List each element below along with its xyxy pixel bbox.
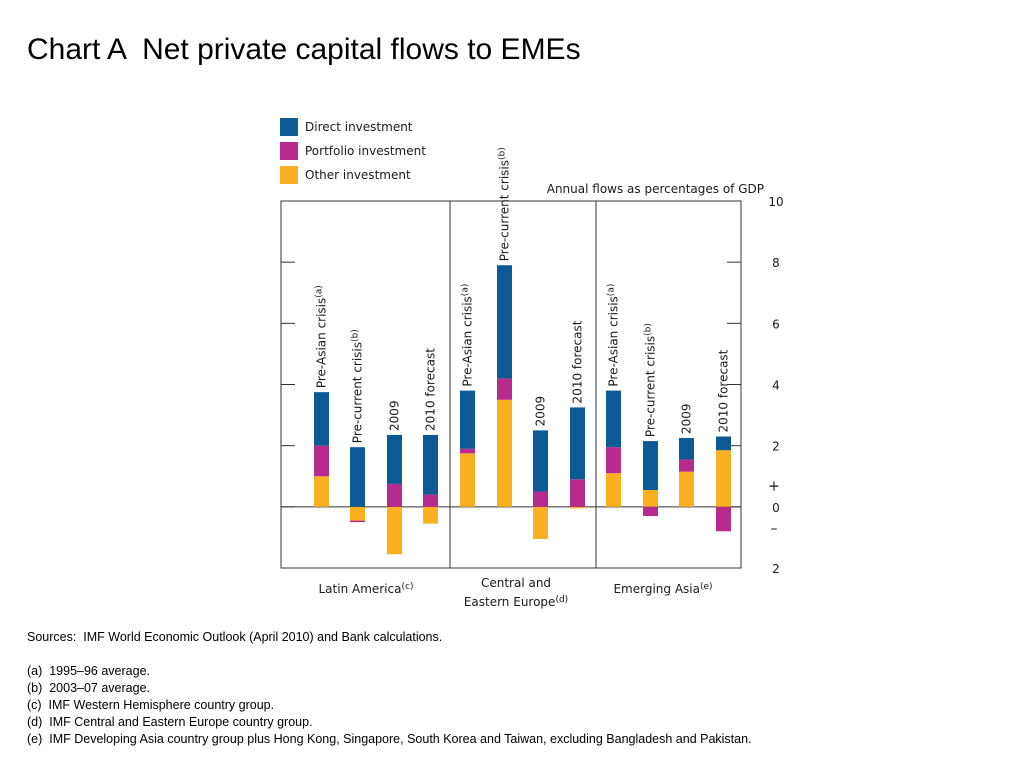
- bar-portfolio-investment: [570, 479, 585, 507]
- y-tick-label: 8: [772, 256, 780, 270]
- bar-other-investment: [497, 399, 512, 507]
- sources-note: Sources: IMF World Economic Outlook (Apr…: [27, 630, 443, 644]
- y-tick-label: 2: [772, 562, 780, 576]
- category-label-superscript: (a): [315, 285, 325, 298]
- group-label-superscript: (c): [402, 582, 414, 592]
- bar-portfolio-investment: [679, 459, 694, 472]
- category-label-superscript: (a): [607, 284, 617, 297]
- bar-other-investment: [423, 506, 438, 524]
- bar-other-investment: [314, 476, 329, 507]
- category-label: Pre-current crisis(b): [498, 147, 512, 261]
- y-tick-label: 0: [772, 501, 780, 515]
- group-label: Emerging Asia(e): [613, 582, 712, 596]
- category-label-superscript: (b): [351, 329, 361, 342]
- bar-portfolio-investment: [350, 520, 365, 523]
- bar-other-investment: [679, 471, 694, 507]
- negative-sign-label: –: [771, 521, 778, 537]
- bar-other-investment: [460, 453, 475, 507]
- category-label: 2009: [680, 403, 694, 434]
- group-label-superscript: (d): [555, 595, 568, 605]
- bar-direct-investment: [570, 407, 585, 480]
- footnote-e: (e) IMF Developing Asia country group pl…: [27, 732, 752, 746]
- bar-other-investment: [387, 506, 402, 555]
- category-label: 2010 forecast: [717, 349, 731, 432]
- y-tick-label: 2: [772, 440, 780, 454]
- y-tick-label: 10: [768, 195, 783, 209]
- bar-other-investment: [533, 506, 548, 539]
- category-label: Pre-Asian crisis(a): [461, 284, 475, 387]
- legend-label: Other investment: [305, 168, 411, 182]
- footnote-d: (d) IMF Central and Eastern Europe count…: [27, 715, 313, 729]
- legend-swatch: [280, 118, 298, 136]
- bar-portfolio-investment: [387, 483, 402, 507]
- bar-portfolio-investment: [716, 506, 731, 532]
- category-label: 2009: [388, 400, 402, 431]
- legend-swatch: [280, 142, 298, 160]
- legend-label: Portfolio investment: [305, 144, 426, 158]
- page-title: Chart A Net private capital flows to EME…: [27, 33, 581, 66]
- y-tick-label: 4: [772, 379, 780, 393]
- bar-other-investment: [643, 490, 658, 507]
- footnote-a: (a) 1995–96 average.: [27, 664, 151, 678]
- bar-direct-investment: [533, 430, 548, 492]
- units-label: Annual flows as percentages of GDP: [547, 182, 764, 196]
- footnote-c: (c) IMF Western Hemisphere country group…: [27, 698, 275, 712]
- bar-portfolio-investment: [606, 447, 621, 474]
- bar-direct-investment: [679, 438, 694, 460]
- bar-portfolio-investment: [423, 494, 438, 507]
- category-label: Pre-current crisis(b): [351, 329, 365, 443]
- y-tick-label: 6: [772, 317, 780, 331]
- bar-direct-investment: [423, 434, 438, 495]
- footnote-gap: [27, 646, 752, 663]
- bar-other-investment: [716, 450, 731, 507]
- category-label-superscript: (b): [644, 323, 654, 336]
- group-label: Central and: [481, 576, 551, 590]
- footnotes: Sources: IMF World Economic Outlook (Apr…: [27, 629, 752, 748]
- bar-direct-investment: [387, 434, 402, 484]
- bar-portfolio-investment: [533, 491, 548, 507]
- bar-portfolio-investment: [314, 445, 329, 477]
- category-label: 2010 forecast: [424, 348, 438, 431]
- bar-other-investment: [350, 506, 365, 521]
- bar-direct-investment: [606, 390, 621, 448]
- capital-flows-chart: 10 8 6 4 2 0 2 + – Annual flows as percentages of…: [280, 118, 784, 609]
- bar-direct-investment: [716, 436, 731, 451]
- bar-direct-investment: [460, 390, 475, 449]
- bar-portfolio-investment: [460, 448, 475, 454]
- bar-portfolio-investment: [497, 378, 512, 400]
- category-label: Pre-Asian crisis(a): [315, 285, 329, 388]
- category-label-superscript: (b): [498, 147, 508, 160]
- bar-other-investment: [570, 506, 585, 509]
- group-label-superscript: (e): [700, 582, 713, 592]
- category-label: Pre-Asian crisis(a): [607, 284, 621, 387]
- category-label: Pre-current crisis(b): [644, 323, 658, 437]
- category-label: 2010 forecast: [571, 320, 585, 403]
- bar-portfolio-investment: [643, 506, 658, 517]
- bar-direct-investment: [314, 392, 329, 446]
- positive-sign-label: +: [768, 478, 780, 494]
- category-label-superscript: (a): [461, 284, 471, 297]
- bar-direct-investment: [350, 447, 365, 507]
- group-label: Eastern Europe(d): [464, 595, 568, 609]
- bar-direct-investment: [497, 265, 512, 379]
- legend-swatch: [280, 166, 298, 184]
- footnote-b: (b) 2003–07 average.: [27, 681, 151, 695]
- bar-other-investment: [606, 473, 621, 507]
- bar-direct-investment: [643, 441, 658, 491]
- group-label: Latin America(c): [319, 582, 414, 596]
- category-label: 2009: [534, 396, 548, 427]
- legend-label: Direct investment: [305, 120, 413, 134]
